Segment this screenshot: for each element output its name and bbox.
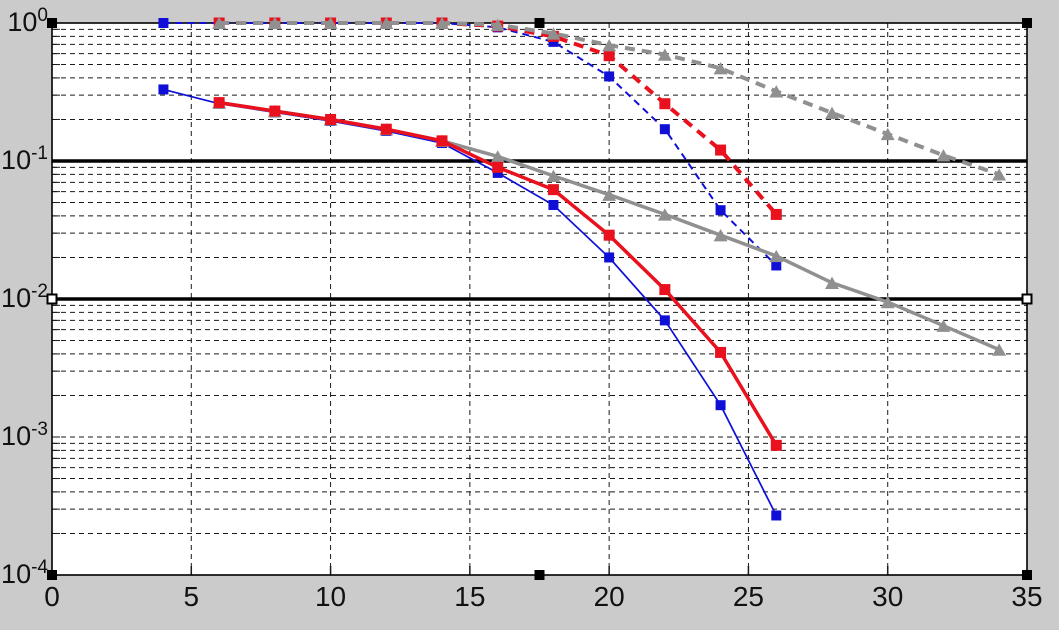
series-line-blue-dashed-squares[interactable] xyxy=(163,22,778,267)
marker-square-blue-dashed-squares xyxy=(771,260,782,271)
grid-layer xyxy=(52,23,1027,575)
marker-triangle-gray-solid-triangles xyxy=(936,319,951,332)
marker-square-blue-dashed-squares xyxy=(659,124,670,135)
marker-square-blue-solid-squares xyxy=(659,315,670,326)
y-tick-exponent: -4 xyxy=(31,557,48,578)
marker-triangle-gray-dashed-triangles xyxy=(323,16,338,30)
marker-square-red-dashed-squares xyxy=(770,208,782,220)
marker-square-red-solid-squares xyxy=(325,113,337,125)
marker-square-blue-dashed-squares xyxy=(715,205,726,216)
selection-handle-bottom-right[interactable] xyxy=(1022,570,1032,580)
marker-square-blue-solid-squares xyxy=(604,252,615,263)
marker-square-red-solid-squares xyxy=(715,346,727,358)
marker-triangle-gray-dashed-triangles xyxy=(379,16,394,30)
selection-handle-bottom-center[interactable] xyxy=(534,570,545,580)
y-tick-exponent: -2 xyxy=(31,281,48,302)
marker-triangle-gray-dashed-triangles xyxy=(825,106,839,120)
marker-triangle-gray-dashed-triangles xyxy=(212,16,227,30)
marker-square-blue-solid-squares xyxy=(158,84,169,95)
marker-triangle-gray-dashed-triangles xyxy=(657,48,672,61)
marker-square-red-dashed-squares xyxy=(603,50,615,62)
marker-triangle-gray-solid-triangles xyxy=(769,249,784,263)
marker-triangle-gray-solid-triangles xyxy=(992,343,1007,356)
marker-triangle-gray-solid-triangles xyxy=(602,188,617,201)
series-gray-dashed-triangles[interactable] xyxy=(212,16,1007,181)
x-tick-label: 5 xyxy=(183,581,200,612)
x-tick-label: 0 xyxy=(44,581,60,612)
marker-triangle-gray-dashed-triangles xyxy=(490,18,505,31)
selection-handle-mid-left[interactable] xyxy=(46,293,58,305)
marker-triangle-gray-dashed-triangles xyxy=(546,27,561,40)
marker-square-red-solid-squares xyxy=(213,97,225,109)
marker-square-blue-solid-squares xyxy=(771,510,782,521)
marker-square-red-dashed-squares xyxy=(659,98,671,110)
selection-handle-top-left[interactable] xyxy=(47,18,57,28)
marker-square-red-solid-squares xyxy=(659,284,671,296)
x-tick-label: 30 xyxy=(872,581,904,612)
y-tick-base: 10 xyxy=(1,421,32,451)
marker-triangle-gray-dashed-triangles xyxy=(880,127,895,141)
y-tick-label: 10-4 xyxy=(0,558,48,589)
y-tick-base: 10 xyxy=(7,7,38,37)
y-tick-label: 10-1 xyxy=(0,144,48,175)
x-tick-label: 20 xyxy=(593,581,625,612)
y-tick-base: 10 xyxy=(1,145,32,175)
y-tick-label: 100 xyxy=(0,6,48,37)
marker-square-red-dashed-squares xyxy=(715,144,727,156)
marker-triangle-gray-dashed-triangles xyxy=(769,85,784,98)
marker-square-red-solid-squares xyxy=(770,439,782,451)
y-tick-exponent: 0 xyxy=(37,5,48,26)
marker-triangle-gray-dashed-triangles xyxy=(936,149,951,162)
marker-square-red-solid-squares xyxy=(492,161,504,173)
marker-square-red-solid-squares xyxy=(269,105,281,117)
marker-square-red-solid-squares xyxy=(547,184,559,196)
marker-triangle-gray-dashed-triangles xyxy=(435,16,449,30)
x-tick-label: 25 xyxy=(732,581,764,612)
y-tick-base: 10 xyxy=(1,283,32,313)
marker-square-red-solid-squares xyxy=(603,229,615,241)
x-tick-label: 15 xyxy=(454,581,486,612)
marker-triangle-gray-dashed-triangles xyxy=(267,16,282,30)
series-red-solid-squares[interactable] xyxy=(213,97,782,451)
marker-triangle-gray-solid-triangles xyxy=(490,150,505,163)
marker-square-blue-dashed-squares xyxy=(158,18,169,28)
marker-triangle-gray-dashed-triangles xyxy=(602,39,617,52)
marker-square-red-solid-squares xyxy=(380,123,392,135)
marker-triangle-gray-solid-triangles xyxy=(546,169,561,183)
marker-square-blue-solid-squares xyxy=(715,400,726,411)
marker-triangle-gray-solid-triangles xyxy=(713,229,728,242)
marker-square-blue-solid-squares xyxy=(548,199,559,210)
y-tick-exponent: -1 xyxy=(31,143,48,164)
marker-triangle-gray-dashed-triangles xyxy=(992,168,1007,181)
selection-handle-top-center[interactable] xyxy=(534,18,545,28)
y-tick-label: 10-2 xyxy=(0,282,48,313)
y-tick-base: 10 xyxy=(1,559,32,589)
marker-square-red-solid-squares xyxy=(436,135,448,147)
y-tick-label: 10-3 xyxy=(0,420,48,451)
x-tick-label: 10 xyxy=(314,581,347,612)
y-tick-exponent: -3 xyxy=(31,419,48,440)
marker-triangle-gray-dashed-triangles xyxy=(713,62,728,75)
marker-square-blue-dashed-squares xyxy=(604,71,615,82)
marker-triangle-gray-solid-triangles xyxy=(880,295,895,309)
marker-square-blue-solid-squares xyxy=(492,167,503,178)
marker-triangle-gray-solid-triangles xyxy=(657,208,672,221)
selection-handle-top-right[interactable] xyxy=(1022,18,1032,28)
selection-handle-bottom-left[interactable] xyxy=(47,570,57,580)
marker-triangle-gray-solid-triangles xyxy=(825,276,839,289)
x-tick-label: 35 xyxy=(1011,581,1043,612)
selection-handle-mid-right[interactable] xyxy=(1021,293,1033,305)
